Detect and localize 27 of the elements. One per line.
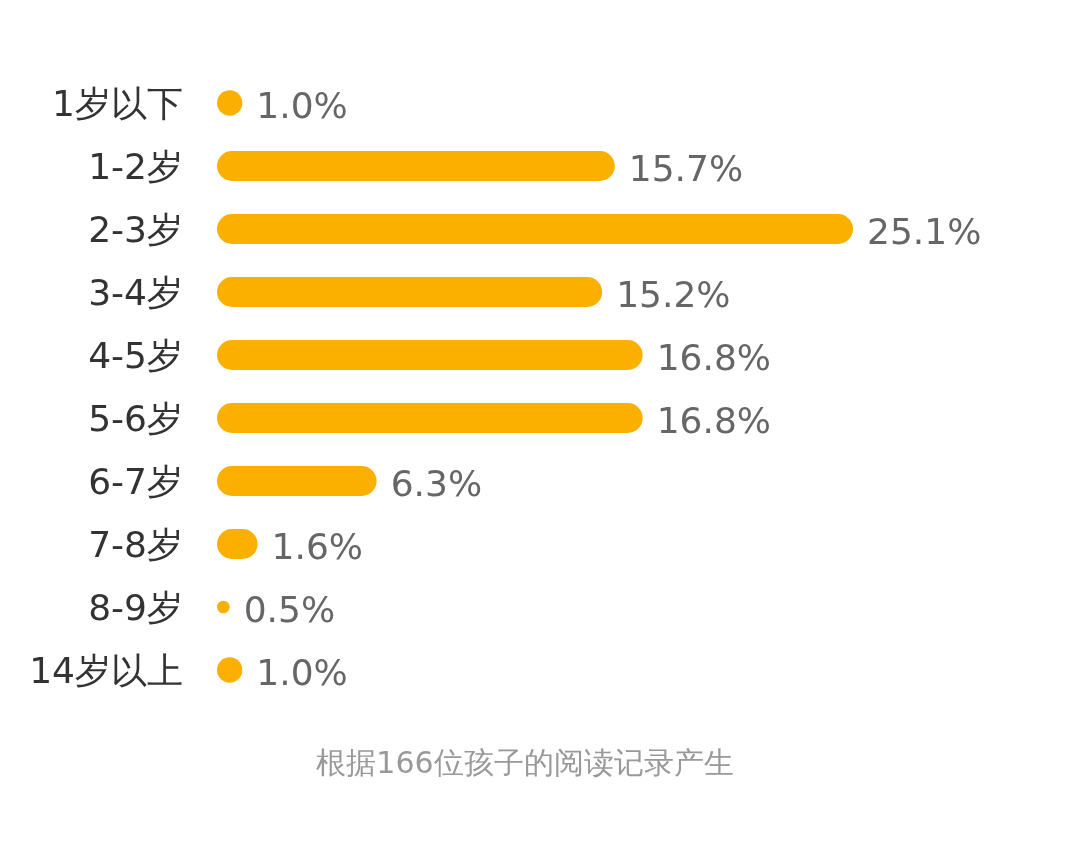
y-tick-label: 14岁以上 — [29, 649, 183, 691]
data-label: 25.1% — [867, 210, 982, 252]
data-label: 1.0% — [256, 651, 348, 693]
bar — [217, 151, 615, 181]
data-label: 0.5% — [243, 588, 336, 630]
y-tick-label: 3-4岁 — [88, 271, 183, 313]
y-tick-label: 4-5岁 — [88, 334, 183, 376]
data-label: 1.6% — [271, 525, 364, 567]
text: 根据166位孩子的阅读记录产生 — [316, 744, 734, 780]
bar — [217, 403, 643, 433]
y-tick-label: 8-9岁 — [88, 586, 183, 628]
y-tick-label: 1岁以下 — [52, 82, 183, 124]
data-label: 16.8% — [656, 336, 772, 378]
y-tick-label: 1-2岁 — [88, 145, 183, 187]
y-tick-label: 6-7岁 — [88, 460, 183, 502]
bar — [217, 277, 603, 307]
bar — [217, 466, 377, 496]
data-label: 16.8% — [656, 399, 772, 441]
data-label: 15.2% — [616, 273, 731, 315]
y-tick-label: 7-8岁 — [88, 523, 183, 565]
bar — [217, 214, 853, 244]
data-label: 6.3% — [390, 462, 483, 504]
y-tick-label: 2-3岁 — [88, 208, 183, 250]
y-tick-label: 5-6岁 — [88, 397, 183, 439]
data-label: 15.7% — [628, 147, 744, 189]
data-label: 1.0% — [256, 84, 348, 126]
bar — [217, 340, 643, 370]
